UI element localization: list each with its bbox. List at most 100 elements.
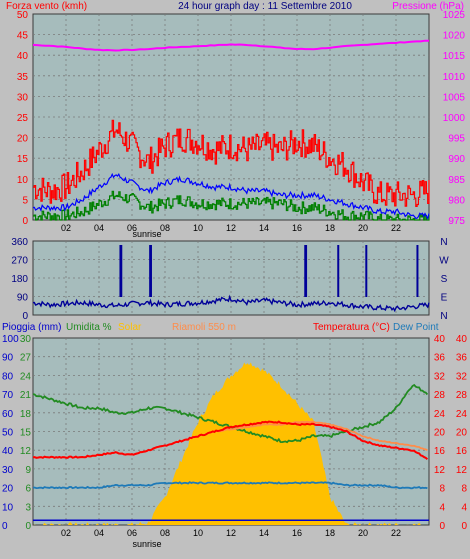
humidity-axis-label: Umidita %	[66, 322, 112, 333]
tick-label: 50	[2, 428, 14, 439]
dewpoint-axis-label: Dew Point	[393, 322, 439, 333]
tick-label: E	[441, 293, 448, 304]
tick-label: 32	[434, 371, 446, 382]
hour-tick-label: 08	[160, 223, 170, 233]
tick-label: 21	[20, 390, 32, 401]
tick-label: 27	[20, 353, 32, 364]
tick-label: 1005	[443, 92, 466, 103]
hour-tick-label: 22	[391, 528, 401, 538]
hour-tick-label: 10	[193, 528, 203, 538]
direction-line	[32, 294, 430, 313]
tick-label: 0	[22, 216, 28, 227]
pressure-line	[32, 39, 430, 52]
tick-label: 1010	[443, 72, 466, 83]
direction-series	[32, 245, 430, 313]
tick-label: W	[439, 256, 449, 267]
solar-area	[33, 362, 429, 525]
tick-label: 20	[2, 484, 14, 495]
tick-label: 30	[20, 334, 32, 345]
hour-tick-label: 12	[226, 223, 236, 233]
tick-label: 100	[2, 334, 19, 345]
hour-tick-label: 02	[61, 223, 71, 233]
tick-label: 980	[448, 195, 465, 206]
tick-label: 24	[20, 371, 32, 382]
tick-label: 995	[448, 134, 465, 145]
tick-label: 24	[434, 409, 446, 420]
tick-label: 60	[2, 409, 14, 420]
tick-label: 20	[434, 428, 446, 439]
wind-axis-label: Forza vento (kmh)	[6, 1, 87, 12]
tick-label: 36	[456, 353, 468, 364]
wind-pressure-grid	[33, 14, 429, 220]
tick-label: 28	[434, 390, 446, 401]
tick-label: 70	[2, 390, 14, 401]
wind-avg-line	[32, 172, 430, 220]
tick-label: 15	[20, 428, 32, 439]
tick-label: 40	[17, 51, 29, 62]
tick-label: 0	[25, 521, 31, 532]
tick-label: 0	[22, 311, 28, 322]
direction-left-ticks: 360 270 180 90 0	[11, 237, 28, 322]
tick-label: 975	[448, 216, 465, 227]
tick-label: 90	[17, 293, 29, 304]
tick-label: 6	[25, 484, 31, 495]
weather-hour-ticks: 02 04 06 08 10 12 14 16 18 20 22	[61, 528, 401, 538]
hour-tick-label: 04	[94, 223, 104, 233]
tick-label: 30	[17, 92, 29, 103]
hour-tick-label: 16	[292, 528, 302, 538]
hour-tick-label: 04	[94, 528, 104, 538]
tick-label: 36	[434, 353, 446, 364]
tick-label: 12	[456, 465, 468, 476]
tick-label: 30	[2, 465, 14, 476]
tick-label: 4	[461, 502, 467, 513]
tick-label: 360	[11, 237, 28, 248]
tick-label: S	[441, 274, 448, 285]
station-label: Riamoli 550 m	[172, 322, 236, 333]
wind-hour-ticks: 02 04 06 08 10 12 14 16 18 20 22	[61, 223, 401, 233]
solar-axis-label: Solar	[118, 322, 142, 333]
direction-grid	[33, 241, 429, 315]
tick-label: 12	[434, 465, 446, 476]
tick-label: 16	[434, 446, 446, 457]
tick-label: 1000	[443, 113, 466, 124]
sunrise-label-2: sunrise	[132, 539, 161, 549]
tick-label: 80	[2, 371, 14, 382]
tick-label: 8	[439, 484, 445, 495]
tick-label: 90	[2, 353, 14, 364]
tick-label: 18	[20, 409, 32, 420]
tick-label: 10	[17, 175, 29, 186]
tick-label: 3	[25, 502, 31, 513]
tick-label: 270	[11, 256, 28, 267]
tick-label: 25	[17, 113, 29, 124]
tick-label: 32	[456, 371, 468, 382]
weather-series	[32, 362, 429, 525]
tick-label: 985	[448, 175, 465, 186]
tick-label: 0	[439, 521, 445, 532]
tick-label: 45	[17, 31, 29, 42]
hour-tick-label: 06	[127, 223, 137, 233]
dewpoint-line	[32, 481, 428, 490]
tick-label: 15	[17, 154, 29, 165]
tick-label: 0	[461, 521, 467, 532]
tick-label: N	[440, 237, 447, 248]
pressure-right-ticks: 1025 1020 1015 1010 1005 1000 995 990 985 980 975	[443, 10, 466, 227]
temperature-axis-label: Temperatura (°C)	[313, 322, 390, 333]
tick-label: 1025	[443, 10, 466, 21]
tick-label: N	[440, 311, 447, 322]
hour-tick-label: 14	[259, 223, 269, 233]
hour-tick-label: 22	[391, 223, 401, 233]
hour-tick-label: 12	[226, 528, 236, 538]
hour-tick-label: 18	[325, 528, 335, 538]
hour-tick-label: 06	[127, 528, 137, 538]
tick-label: 990	[448, 154, 465, 165]
tick-label: 1020	[443, 31, 466, 42]
gust-line	[33, 119, 430, 207]
tick-label: 0	[2, 521, 8, 532]
